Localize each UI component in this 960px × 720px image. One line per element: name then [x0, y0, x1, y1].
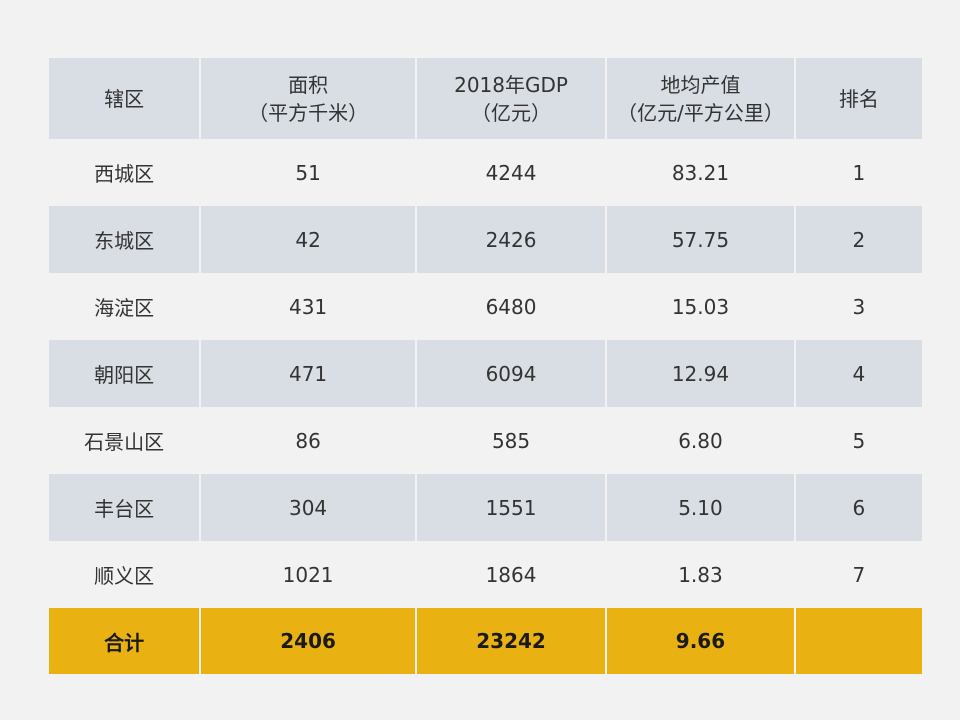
- header-gdp-label: 2018年GDP: [454, 72, 568, 97]
- header-district: 辖区: [49, 58, 200, 139]
- total-rank: [795, 608, 922, 674]
- header-density-label: 地均产值: [660, 72, 741, 97]
- cell-density: 6.80: [607, 407, 794, 474]
- cell-gdp: 6480: [416, 273, 606, 340]
- cell-gdp: 4244: [416, 139, 606, 206]
- cell-area: 304: [201, 474, 415, 541]
- cell-rank: 7: [795, 541, 922, 608]
- cell-density: 1.83: [607, 541, 794, 608]
- cell-area: 42: [201, 206, 415, 273]
- header-gdp-unit: （亿元）: [471, 100, 552, 125]
- cell-district: 海淀区: [49, 273, 200, 340]
- table-row: 顺义区 1021 1864 1.83 7: [49, 541, 922, 608]
- cell-rank: 1: [795, 139, 922, 206]
- cell-density: 83.21: [607, 139, 794, 206]
- header-density: 地均产值 （亿元/平方公里）: [607, 58, 794, 139]
- table-row: 石景山区 86 585 6.80 5: [49, 407, 922, 474]
- cell-density: 57.75: [607, 206, 794, 273]
- cell-district: 西城区: [49, 139, 200, 206]
- header-area: 面积 （平方千米）: [201, 58, 415, 139]
- total-density: 9.66: [607, 608, 794, 674]
- total-label: 合计: [49, 608, 200, 674]
- total-row: 合计 2406 23242 9.66: [49, 608, 922, 674]
- table-row: 西城区 51 4244 83.21 1: [49, 139, 922, 206]
- cell-rank: 3: [795, 273, 922, 340]
- cell-area: 471: [201, 340, 415, 407]
- gdp-table: 辖区 面积 （平方千米） 2018年GDP （亿元） 地均产值 （亿元/平方公里…: [47, 58, 924, 674]
- header-rank-label: 排名: [838, 86, 879, 111]
- table-row: 海淀区 431 6480 15.03 3: [49, 273, 922, 340]
- header-rank: 排名: [795, 58, 922, 139]
- header-area-label: 面积: [288, 72, 329, 97]
- cell-area: 431: [201, 273, 415, 340]
- header-district-label: 辖区: [104, 86, 145, 111]
- cell-district: 朝阳区: [49, 340, 200, 407]
- cell-area: 86: [201, 407, 415, 474]
- header-gdp: 2018年GDP （亿元）: [416, 58, 606, 139]
- cell-district: 丰台区: [49, 474, 200, 541]
- cell-area: 1021: [201, 541, 415, 608]
- cell-gdp: 1864: [416, 541, 606, 608]
- cell-rank: 6: [795, 474, 922, 541]
- cell-area: 51: [201, 139, 415, 206]
- cell-gdp: 2426: [416, 206, 606, 273]
- table-header-row: 辖区 面积 （平方千米） 2018年GDP （亿元） 地均产值 （亿元/平方公里…: [49, 58, 922, 139]
- cell-gdp: 6094: [416, 340, 606, 407]
- cell-density: 12.94: [607, 340, 794, 407]
- cell-density: 15.03: [607, 273, 794, 340]
- table-row: 丰台区 304 1551 5.10 6: [49, 474, 922, 541]
- total-gdp: 23242: [416, 608, 606, 674]
- cell-rank: 2: [795, 206, 922, 273]
- cell-district: 石景山区: [49, 407, 200, 474]
- cell-district: 东城区: [49, 206, 200, 273]
- cell-gdp: 1551: [416, 474, 606, 541]
- cell-rank: 5: [795, 407, 922, 474]
- cell-gdp: 585: [416, 407, 606, 474]
- header-density-unit: （亿元/平方公里）: [617, 100, 784, 125]
- cell-density: 5.10: [607, 474, 794, 541]
- header-area-unit: （平方千米）: [248, 100, 369, 125]
- cell-district: 顺义区: [49, 541, 200, 608]
- table-row: 朝阳区 471 6094 12.94 4: [49, 340, 922, 407]
- table-row: 东城区 42 2426 57.75 2: [49, 206, 922, 273]
- cell-rank: 4: [795, 340, 922, 407]
- total-area: 2406: [201, 608, 415, 674]
